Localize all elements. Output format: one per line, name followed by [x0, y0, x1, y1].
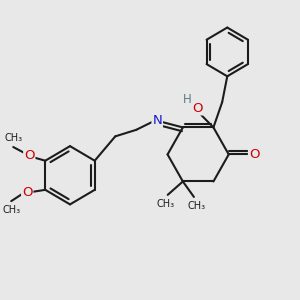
- Text: O: O: [192, 102, 203, 115]
- Text: O: O: [22, 186, 32, 199]
- Text: O: O: [249, 148, 259, 161]
- Text: CH₃: CH₃: [4, 134, 22, 143]
- Text: CH₃: CH₃: [2, 205, 20, 215]
- Text: O: O: [24, 149, 34, 162]
- Text: N: N: [152, 114, 162, 128]
- Text: H: H: [183, 93, 192, 106]
- Text: CH₃: CH₃: [156, 199, 174, 209]
- Text: CH₃: CH₃: [188, 201, 206, 211]
